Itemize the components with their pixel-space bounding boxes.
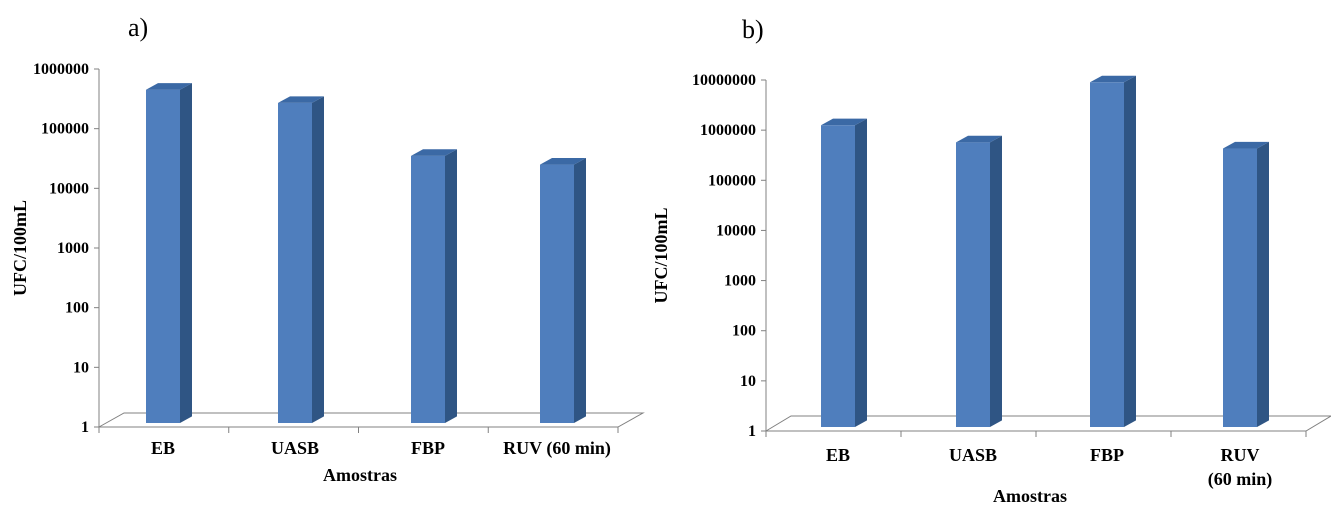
- y-axis-title: UFC/100mL: [10, 200, 30, 296]
- y-tick-label: 1: [81, 419, 89, 436]
- bar-front: [278, 102, 312, 424]
- y-tick-label: 100: [65, 300, 89, 317]
- bar-side: [180, 83, 192, 424]
- y-tick-label: 10000000: [692, 72, 756, 89]
- bar-side: [574, 157, 586, 424]
- y-tick-label: 10000: [49, 180, 89, 197]
- bar-top: [540, 157, 586, 165]
- bar: [821, 118, 867, 428]
- y-tick-label: 100000: [41, 121, 89, 138]
- y-tick-label: 100: [732, 323, 756, 340]
- bar-side: [855, 118, 867, 428]
- x-category-label: EB: [151, 438, 175, 458]
- x-category-label: RUV: [1221, 445, 1260, 465]
- x-axis-title: Amostras: [323, 465, 397, 485]
- chart-panel-b: b) 1 10 100 1000 10000 100000 1000000 10000000 EB…: [651, 15, 1331, 506]
- bar-side: [1124, 75, 1136, 428]
- y-tick-label: 1000: [57, 240, 89, 257]
- y-tick-label: 1000000: [33, 61, 89, 78]
- y-tick-label: 10: [740, 373, 756, 390]
- bar: [956, 135, 1002, 428]
- y-axis-title: UFC/100mL: [651, 208, 671, 304]
- bar-top: [1090, 75, 1136, 83]
- x-category-label: RUV (60 min): [503, 438, 611, 459]
- bar-top: [146, 83, 192, 90]
- bar-top: [411, 149, 457, 156]
- bar-front: [411, 155, 445, 423]
- bar-front: [956, 142, 990, 428]
- y-tick-label: 1: [748, 423, 756, 440]
- panel-label: b): [742, 15, 764, 44]
- bar-side: [312, 96, 324, 424]
- bar-front: [146, 89, 180, 423]
- x-axis-title: Amostras: [993, 486, 1067, 506]
- bar-side: [1257, 141, 1269, 427]
- bar-front: [540, 164, 574, 423]
- bar: [146, 83, 192, 424]
- panel-label: a): [128, 13, 148, 42]
- y-tick-label: 100000: [708, 172, 756, 189]
- bar-front: [1223, 148, 1257, 427]
- chart-panel-a: a) 1 10 100 1000 10000 100000 1000000 EB UASB FBP R…: [10, 13, 645, 485]
- bar-top: [821, 118, 867, 126]
- bar-side: [445, 149, 457, 423]
- bar-top: [1223, 141, 1269, 149]
- bar-front: [1090, 82, 1124, 428]
- bar: [1223, 141, 1269, 427]
- y-tick-label: 1000: [724, 273, 756, 290]
- chart-floor: [764, 415, 1331, 432]
- bar: [411, 149, 457, 423]
- bar-side: [990, 135, 1002, 427]
- y-tick-label: 10: [73, 359, 89, 376]
- bar: [1090, 75, 1136, 428]
- bar-top: [278, 96, 324, 103]
- x-category-label: UASB: [949, 445, 997, 465]
- y-tick-label: 10000: [716, 222, 756, 239]
- x-category-label: EB: [826, 445, 850, 465]
- bar-front: [821, 125, 855, 428]
- y-tick-label: 1000000: [700, 122, 756, 139]
- bar: [540, 157, 586, 424]
- bar-top: [956, 135, 1002, 143]
- x-category-label: FBP: [411, 438, 445, 458]
- chart-floor: [97, 412, 645, 428]
- x-category-label: UASB: [271, 438, 319, 458]
- x-category-label: FBP: [1090, 445, 1124, 465]
- bar: [278, 96, 324, 424]
- x-category-label: (60 min): [1208, 469, 1273, 490]
